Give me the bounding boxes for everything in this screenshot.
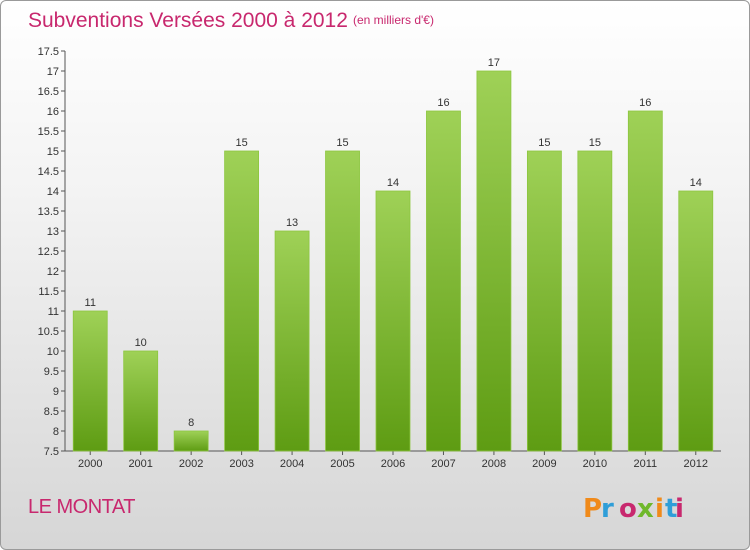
x-tick-label: 2001 xyxy=(128,458,152,470)
logo-letter: t xyxy=(665,494,677,524)
y-tick-label: 14 xyxy=(47,186,59,198)
bar-2002 xyxy=(173,430,209,452)
y-tick-label: 15.5 xyxy=(38,126,59,138)
logo-letter: P xyxy=(583,494,602,524)
y-tick-label: 9.5 xyxy=(44,366,59,378)
y-tick-label: 10.5 xyxy=(38,326,59,338)
y-tick-label: 11.5 xyxy=(38,286,59,298)
value-label: 16 xyxy=(639,97,651,109)
logo-letter: i xyxy=(675,494,684,524)
bar-2004 xyxy=(274,230,310,452)
x-tick-label: 2005 xyxy=(330,458,354,470)
value-label: 15 xyxy=(336,137,348,149)
value-label: 15 xyxy=(589,137,601,149)
chart-bars xyxy=(72,70,714,452)
logo-letter: o xyxy=(619,494,637,524)
y-tick-label: 15 xyxy=(47,146,59,158)
value-label: 13 xyxy=(286,217,298,229)
x-tick-label: 2007 xyxy=(431,458,455,470)
commune-name: LE MONTAT xyxy=(28,496,135,518)
y-tick-label: 7.5 xyxy=(44,446,59,458)
x-tick-label: 2008 xyxy=(482,458,506,470)
y-tick-label: 13.5 xyxy=(38,206,59,218)
x-tick-label: 2006 xyxy=(381,458,405,470)
y-tick-label: 11 xyxy=(48,306,59,318)
unit-note: (en milliers d'€) xyxy=(353,13,434,27)
bar-2011 xyxy=(627,110,663,452)
logo-letter: x xyxy=(637,494,654,524)
y-tick-label: 10 xyxy=(47,346,59,358)
x-tick-label: 2012 xyxy=(684,458,708,470)
value-label: 17 xyxy=(488,57,500,69)
value-label: 8 xyxy=(188,417,194,429)
bar-2009 xyxy=(526,150,562,452)
logo-letter: i xyxy=(655,494,664,524)
y-tick-label: 16 xyxy=(47,106,59,118)
value-label: 15 xyxy=(538,137,550,149)
chart-labels: 11 2000 10 2001 8 2002 15 2003 13 2004 15 2005 14 200… xyxy=(78,57,708,470)
bar-2000 xyxy=(72,310,108,452)
y-tick-label: 17.5 xyxy=(38,46,59,58)
x-tick-label: 2009 xyxy=(532,458,556,470)
y-tick-label: 17 xyxy=(47,66,59,78)
chart-title: Subventions Versées 2000 à 2012 xyxy=(28,9,348,32)
x-tick-label: 2003 xyxy=(229,458,253,470)
bar-2007 xyxy=(426,110,461,452)
value-label: 10 xyxy=(135,337,147,349)
bar-2003 xyxy=(224,150,260,452)
x-tick-label: 2011 xyxy=(633,458,657,470)
x-tick-label: 2000 xyxy=(78,458,102,470)
bar-2006 xyxy=(375,190,411,452)
y-tick-label: 8 xyxy=(53,426,59,438)
value-label: 11 xyxy=(85,297,96,309)
y-tick-label: 12 xyxy=(47,266,59,278)
bar-2008 xyxy=(476,70,512,452)
logo-letter: r xyxy=(601,494,614,524)
bar-2010 xyxy=(577,150,613,452)
bar-2012 xyxy=(678,190,714,452)
bar-2005 xyxy=(325,150,360,452)
bar-2001 xyxy=(123,350,159,452)
value-label: 16 xyxy=(437,97,449,109)
y-tick-label: 16.5 xyxy=(38,86,59,98)
value-label: 15 xyxy=(235,137,247,149)
value-label: 14 xyxy=(387,177,399,189)
x-tick-label: 2002 xyxy=(179,458,203,470)
y-tick-label: 13 xyxy=(47,226,59,238)
y-tick-label: 14.5 xyxy=(38,166,59,178)
proxiti-logo: Pr o x i ti xyxy=(583,494,684,524)
x-tick-label: 2004 xyxy=(280,458,304,470)
y-tick-label: 12.5 xyxy=(38,246,59,258)
x-tick-label: 2010 xyxy=(583,458,607,470)
y-tick-label: 9 xyxy=(53,386,59,398)
y-tick-label: 8.5 xyxy=(44,406,59,418)
value-label: 14 xyxy=(690,177,702,189)
